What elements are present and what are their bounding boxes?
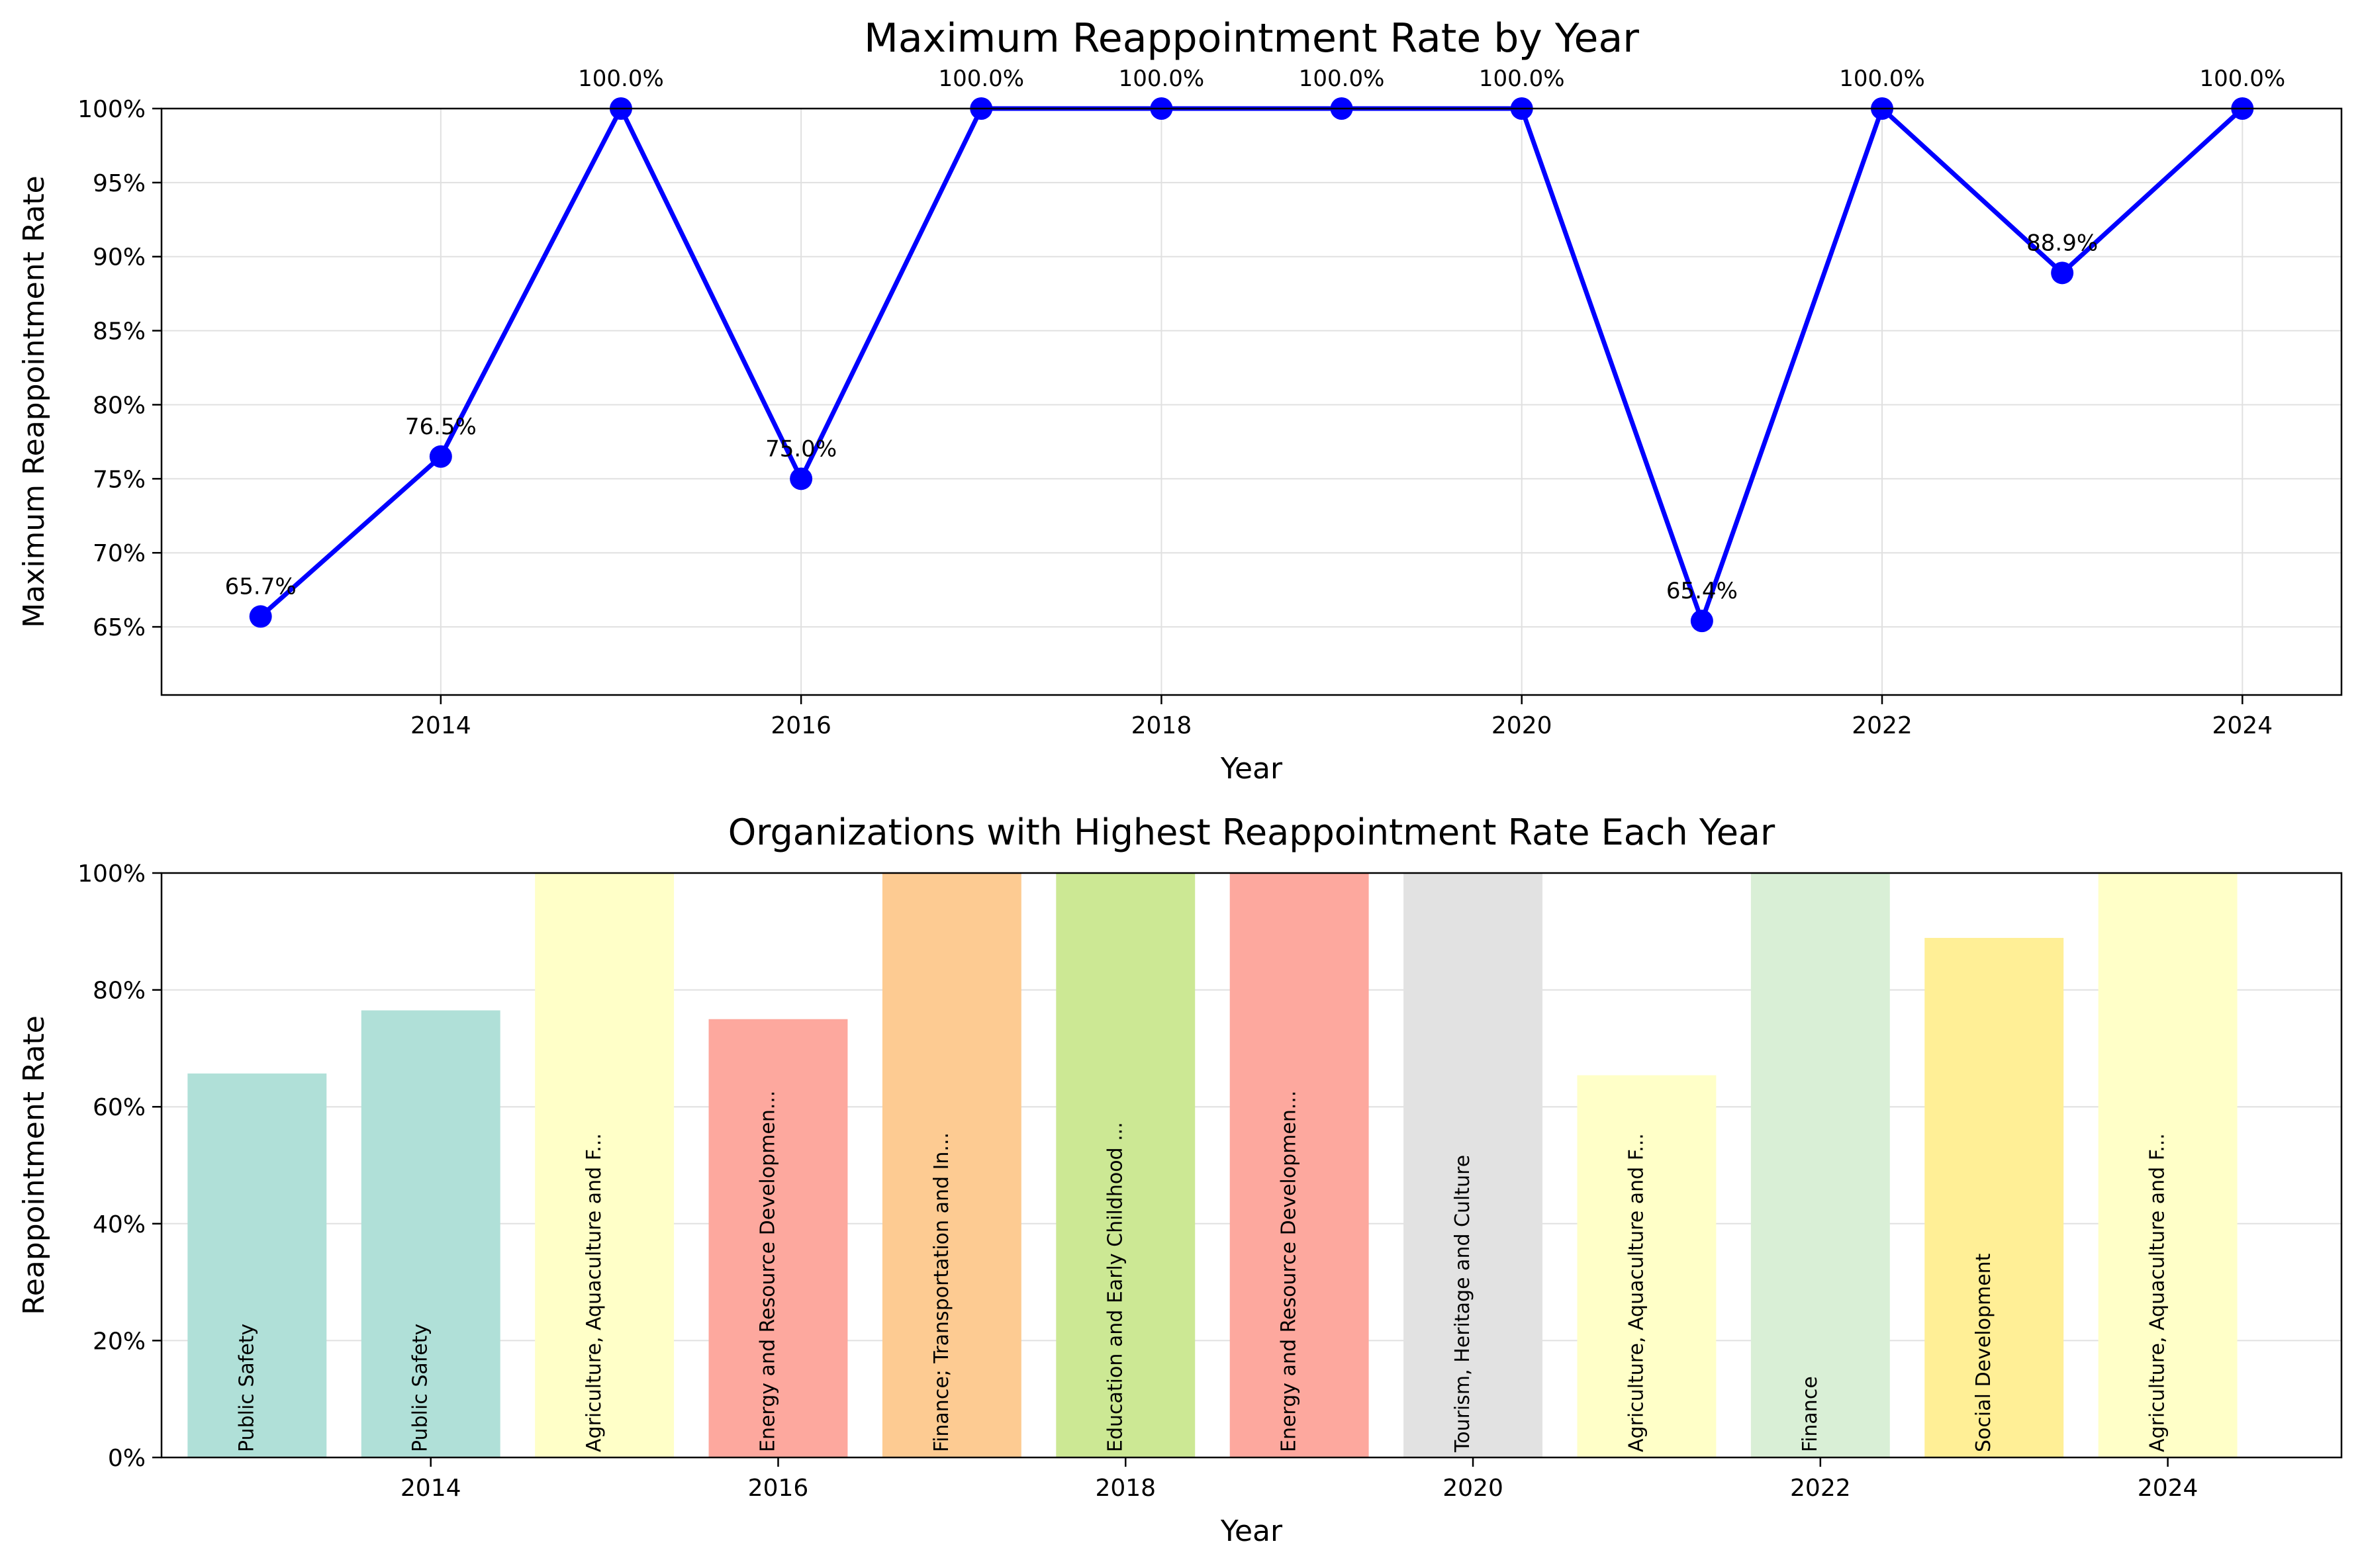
data-point xyxy=(429,445,452,468)
data-point xyxy=(1690,610,1713,633)
y-tick-label: 70% xyxy=(93,540,146,567)
data-label: 100.0% xyxy=(1299,66,1385,92)
plot-frame xyxy=(160,107,2343,696)
y-tick-label: 80% xyxy=(93,978,146,1005)
bar-label: Agriculture, Aquaculture and F... xyxy=(1625,1133,1648,1452)
bar xyxy=(361,1010,500,1457)
y-axis-label: Maximum Reappointment Rate xyxy=(17,175,51,628)
x-tick-label: 2022 xyxy=(1852,712,1913,739)
chart-title: Organizations with Highest Reappointment… xyxy=(728,811,1775,853)
data-point xyxy=(790,467,813,490)
y-tick-label: 75% xyxy=(93,466,146,493)
y-axis-label: Reappointment Rate xyxy=(17,1015,51,1315)
chart-title: Maximum Reappointment Rate by Year xyxy=(864,15,1639,62)
bar-label: Education and Early Childhood ... xyxy=(1104,1122,1127,1452)
y-ticks: 65% 70% 75% 80% 85% 90% 95% 100% xyxy=(77,96,162,641)
bar-label: Energy and Resource Developmen... xyxy=(756,1091,779,1452)
data-label: 88.9% xyxy=(2026,230,2098,256)
bar xyxy=(1056,873,1196,1457)
y-tick-label: 60% xyxy=(93,1094,146,1121)
x-tick-label: 2014 xyxy=(410,712,471,739)
line-chart: 65.7% 76.5% 100.0% 75.0% 100.0% 100.0% 100.0% 1… xyxy=(17,15,2343,786)
bar-label: Tourism, Heritage and Culture xyxy=(1451,1155,1474,1453)
bar xyxy=(1229,873,1369,1457)
bar xyxy=(1750,873,1890,1457)
y-tick-label: 20% xyxy=(93,1328,146,1355)
bar-label: Agriculture, Aquaculture and F... xyxy=(583,1133,606,1452)
bar xyxy=(1924,938,2064,1457)
x-tick-label: 2018 xyxy=(1131,712,1192,739)
data-label: 76.5% xyxy=(405,414,477,440)
x-axis-label: Year xyxy=(1220,1514,1283,1548)
x-tick-label: 2020 xyxy=(1442,1475,1503,1502)
bar-label: Energy and Resource Developmen... xyxy=(1278,1091,1301,1452)
data-label: 100.0% xyxy=(2199,66,2285,92)
bar-label: Finance; Transportation and In... xyxy=(930,1132,953,1452)
x-ticks: 2014 2016 2018 2020 2022 2024 xyxy=(410,695,2273,739)
y-tick-label: 90% xyxy=(93,244,146,271)
data-label: 65.4% xyxy=(1666,578,1738,604)
data-label: 75.0% xyxy=(765,436,837,462)
bar xyxy=(708,1019,848,1457)
x-tick-label: 2022 xyxy=(1790,1475,1851,1502)
x-tick-label: 2016 xyxy=(748,1475,809,1502)
bar-label: Finance xyxy=(1799,1376,1822,1452)
bar-label: Public Safety xyxy=(235,1324,258,1452)
y-ticks: 0% 20% 40% 60% 80% 100% xyxy=(77,860,162,1472)
x-tick-label: 2020 xyxy=(1491,712,1552,739)
x-tick-label: 2024 xyxy=(2212,712,2273,739)
data-label: 100.0% xyxy=(578,66,664,92)
bar xyxy=(2098,873,2238,1457)
y-tick-label: 100% xyxy=(77,96,146,123)
x-tick-label: 2016 xyxy=(771,712,831,739)
y-tick-label: 85% xyxy=(93,318,146,346)
bar xyxy=(535,873,675,1457)
bar-label: Agriculture, Aquaculture and F... xyxy=(2146,1133,2169,1452)
y-tick-label: 0% xyxy=(108,1445,146,1472)
y-tick-label: 40% xyxy=(93,1211,146,1238)
bar xyxy=(1403,873,1543,1457)
bar-label: Public Safety xyxy=(409,1324,432,1452)
x-tick-label: 2014 xyxy=(401,1475,461,1502)
bar xyxy=(187,1073,327,1457)
data-point xyxy=(2051,261,2074,285)
bar-labels: Public Safety Public Safety Agriculture, A… xyxy=(235,1091,2169,1453)
bar xyxy=(1577,1075,1717,1457)
data-label: 100.0% xyxy=(1119,66,1205,92)
y-tick-label: 65% xyxy=(93,614,146,641)
y-tick-label: 100% xyxy=(77,860,146,888)
bars xyxy=(187,873,2238,1457)
bar xyxy=(882,873,1021,1457)
plot-frame xyxy=(160,872,2343,1459)
data-label: 65.7% xyxy=(225,573,297,600)
data-label: 100.0% xyxy=(1839,66,1925,92)
data-label: 100.0% xyxy=(938,66,1024,92)
data-labels: 65.7% 76.5% 100.0% 75.0% 100.0% 100.0% 100.0% 1… xyxy=(225,66,2285,604)
x-axis-label: Year xyxy=(1220,752,1283,786)
y-tick-label: 80% xyxy=(93,392,146,419)
bar-chart: Public Safety Public Safety Agriculture, A… xyxy=(17,811,2343,1548)
bar-label: Social Development xyxy=(1972,1253,1995,1452)
y-tick-label: 95% xyxy=(93,170,146,197)
x-tick-label: 2018 xyxy=(1095,1475,1156,1502)
data-label: 100.0% xyxy=(1479,66,1565,92)
x-tick-label: 2024 xyxy=(2138,1475,2198,1502)
data-point xyxy=(249,605,272,628)
x-ticks: 2014 2016 2018 2020 2022 2024 xyxy=(401,1457,2198,1502)
